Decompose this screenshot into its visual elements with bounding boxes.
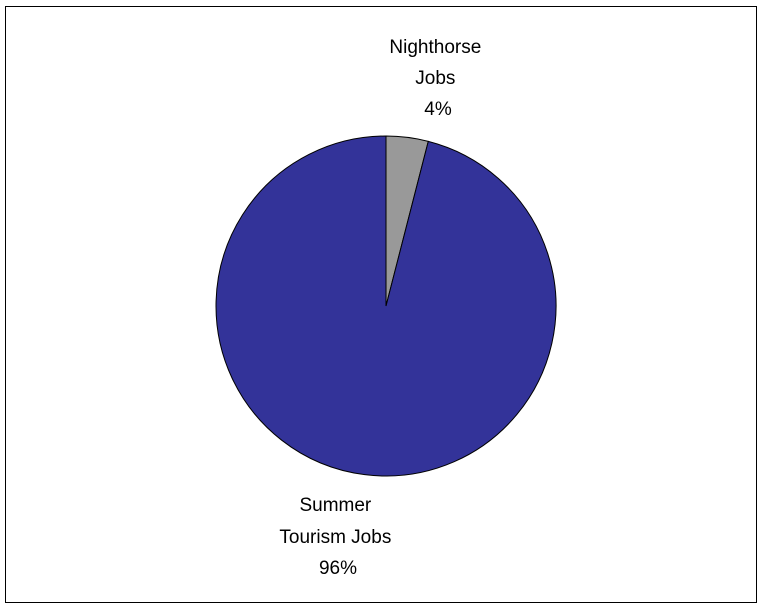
pie-chart: Nighthorse Jobs 4% Summer Tourism Jobs 9…	[5, 6, 757, 603]
slice-label-nighthorse-line-2: Jobs	[415, 68, 455, 89]
slice-label-nighthorse: Nighthorse Jobs 4%	[389, 37, 486, 120]
chart-frame: Nighthorse Jobs 4% Summer Tourism Jobs 9…	[5, 6, 757, 603]
slice-label-summer-tourism-line-1: Summer	[299, 495, 371, 516]
pie-slices	[215, 135, 557, 477]
pie-slice-summer-tourism	[215, 135, 557, 477]
slice-percent-summer-tourism: 96%	[319, 558, 357, 579]
slice-label-summer-tourism: Summer Tourism Jobs 96%	[279, 495, 396, 579]
slice-label-nighthorse-line-1: Nighthorse	[389, 37, 481, 58]
slice-percent-nighthorse: 4%	[424, 99, 452, 120]
slice-label-summer-tourism-line-2: Tourism Jobs	[279, 527, 391, 548]
